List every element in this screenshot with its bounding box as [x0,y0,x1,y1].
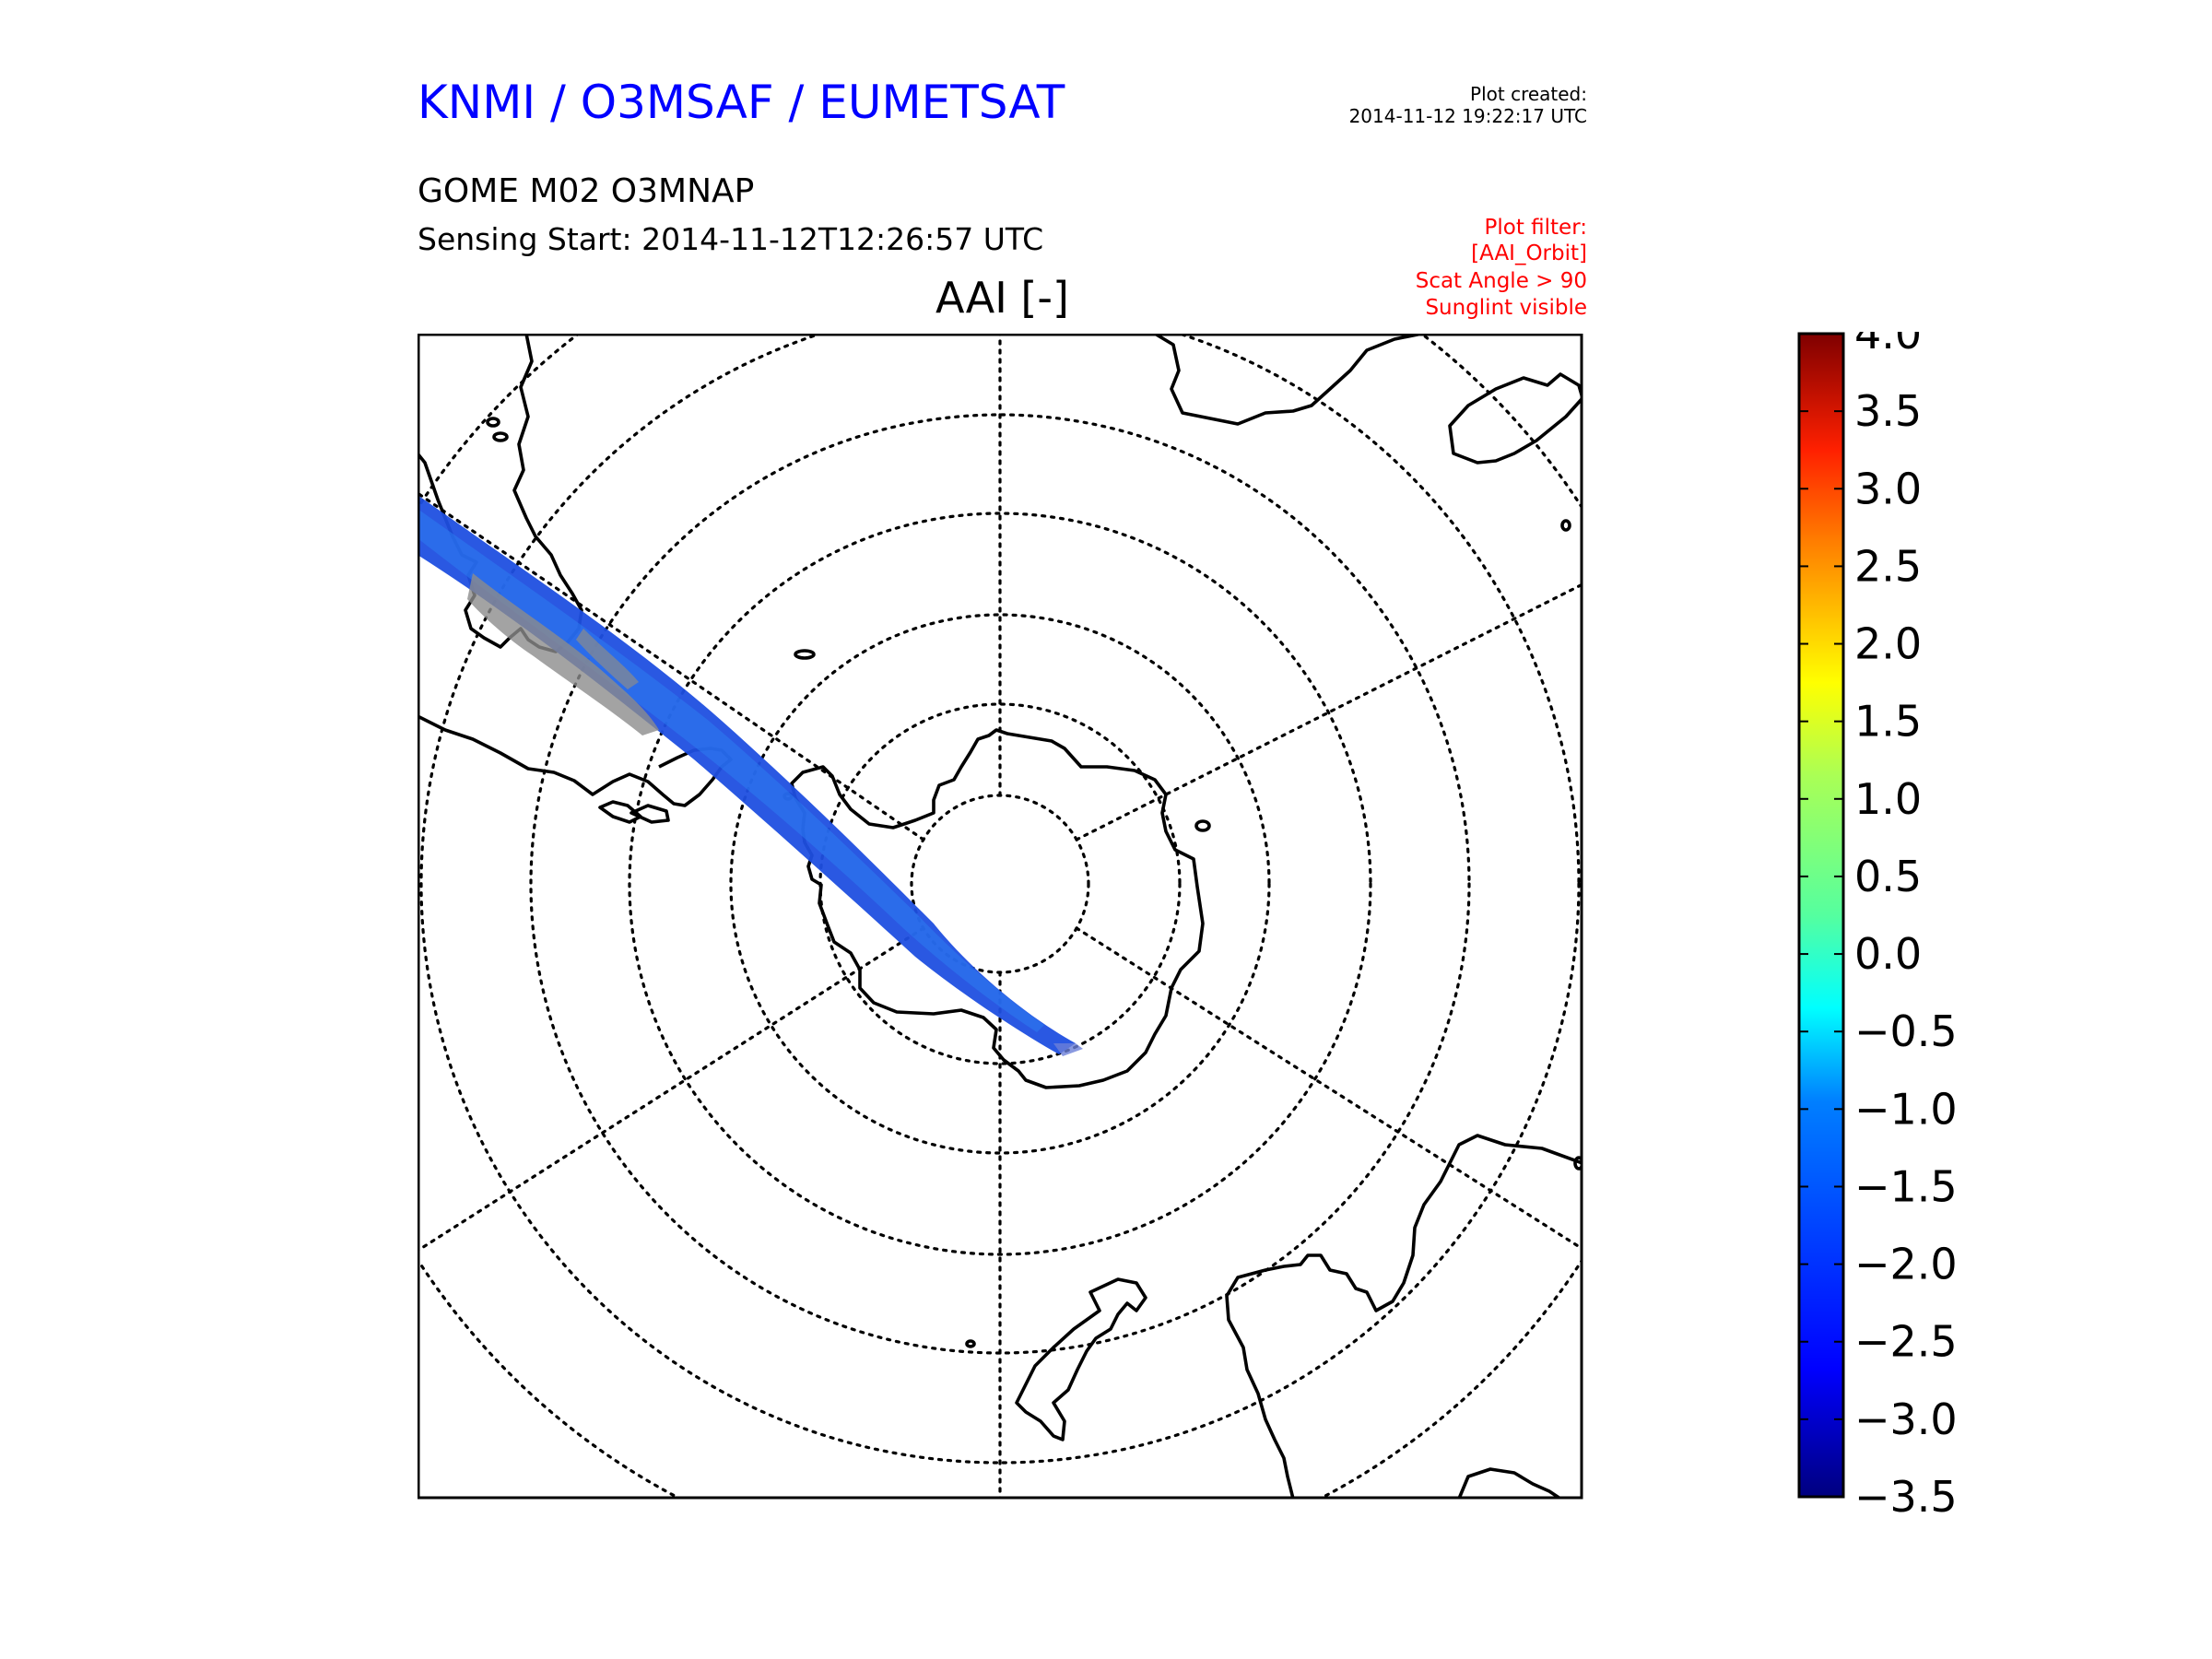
colorbar-frame [1797,332,1845,1499]
colorbar-tick-label: 1.0 [1854,774,1922,824]
filter-line: [AAI_Orbit] [1471,241,1587,265]
swath-inner-band [418,509,1044,1032]
no-data-region [576,629,639,689]
colorbar: 4.0 3.5 3.0 2.5 2.0 1.5 1.0 0.5 0.0 −0.5 −1.0 −1.5 −… [1797,332,1958,1522]
coastline-antarctica [790,728,1205,1089]
coastline-island [965,1339,976,1348]
filter-line: Plot filter: [1484,216,1587,240]
colorbar-tick-label: 3.0 [1854,464,1922,513]
colorbar-tick-label: −2.0 [1854,1240,1958,1289]
coastline-australia [1225,1134,1583,1499]
meridian [418,926,925,1253]
colorbar-tick-label: 0.5 [1854,852,1922,901]
colorbar-tick-label: 3.5 [1854,386,1922,436]
swath-edge [1053,1043,1083,1056]
product-name: GOME M02 O3MNAP [418,172,755,210]
coastline-island [486,417,500,428]
coastline-new-zealand [1015,1277,1147,1441]
coastline-island [492,431,509,442]
map-title: AAI [-] [935,273,1069,323]
filter-line: Scat Angle > 90 [1415,269,1587,293]
colorbar-tick-label: 2.0 [1854,619,1922,669]
colorbar-ticks: 4.0 3.5 3.0 2.5 2.0 1.5 1.0 0.5 0.0 −0.5 −1.0 −1.5 −… [1799,332,1958,1522]
colorbar-tick-label: 2.5 [1854,541,1922,591]
coastline-island [629,804,670,824]
colorbar-tick-label: −1.5 [1854,1161,1958,1211]
sensing-start: Sensing Start: 2014-11-12T12:26:57 UTC [418,221,1044,257]
satellite-swath [418,495,1083,1056]
coastline-island [1560,519,1571,532]
coastline-island [794,649,816,660]
map-frame [418,334,1583,1500]
colorbar-tick-label: −2.5 [1854,1317,1958,1367]
latitude-circle [628,512,1372,1256]
colorbar-tick-label: −3.0 [1854,1394,1958,1444]
coastline-island [1194,819,1211,832]
filter-line: Sunglint visible [1425,296,1587,320]
coastline-tasmania [1457,1467,1561,1499]
coastline-madagascar [1448,372,1583,465]
colorbar-gradient [1799,334,1843,1497]
coastline-africa [1154,334,1423,426]
colorbar-tick-label: 1.5 [1854,697,1922,747]
colorbar-tick-label: 0.0 [1854,929,1922,979]
colorbar-tick-label: −0.5 [1854,1006,1958,1056]
organization-title: KNMI / O3MSAF / EUMETSAT [418,76,1065,129]
colorbar-tick-label: 4.0 [1854,332,1922,359]
plot-created-label: Plot created: [1470,83,1587,105]
meridian [418,491,925,841]
plot-created-time: 2014-11-12 19:22:17 UTC [1348,105,1587,127]
coastline-island [1573,1156,1583,1171]
latitude-circle [729,613,1271,1155]
no-data-region [467,573,659,735]
colorbar-tick-label: −3.5 [1854,1472,1958,1522]
colorbar-tick-label: −1.0 [1854,1084,1958,1134]
polar-map [418,334,1583,1500]
meridian [1075,582,1583,841]
meridian [1075,926,1583,1251]
meridians [418,334,1583,1499]
latitude-circle [419,334,1581,1465]
